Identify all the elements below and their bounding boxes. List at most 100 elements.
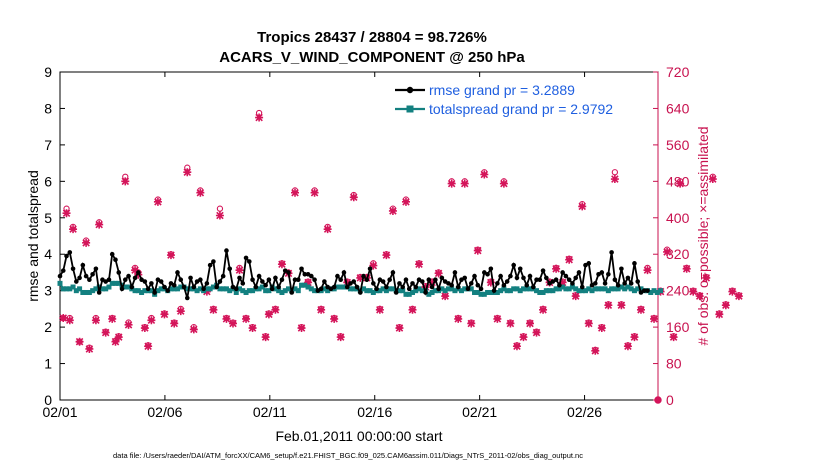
rmse-point (384, 284, 389, 290)
rmse-point (602, 281, 608, 286)
legend-label-spread: totalspread grand pr = 2.9792 (429, 101, 613, 117)
rmse-point (563, 273, 569, 279)
obs-assimilated-marker (454, 314, 463, 323)
y-axis-label-left: rmse and totalspread (25, 170, 41, 302)
y-tick-label-left: 5 (44, 210, 52, 226)
rmse-point (436, 286, 441, 292)
rmse-point (256, 273, 262, 279)
obs-assimilated-marker (415, 260, 424, 269)
rmse-point (367, 266, 373, 272)
rmse-point (70, 266, 76, 272)
rmse-point (312, 277, 317, 283)
rmse-point (113, 257, 118, 262)
rmse-point (142, 279, 148, 284)
rmse-point (599, 270, 605, 275)
spread-point (90, 288, 96, 294)
obs-assimilated-marker (349, 193, 358, 202)
spread-point (295, 288, 301, 294)
spread-point (615, 286, 621, 292)
rmse-point (243, 255, 249, 261)
spread-point (285, 286, 291, 292)
rmse-point (250, 277, 255, 283)
obs-assimilated-marker (708, 175, 717, 184)
rmse-point (214, 284, 219, 290)
spread-point (520, 286, 526, 292)
spread-point (256, 286, 262, 292)
spread-point (168, 286, 174, 292)
rmse-point (537, 277, 543, 283)
obs-possible-marker (611, 169, 619, 176)
obs-assimilated-marker (202, 287, 211, 296)
spread-point (628, 286, 634, 292)
spread-point (553, 286, 559, 292)
spread-point (449, 286, 455, 292)
spread-point (276, 288, 282, 294)
obs-assimilated-marker (196, 188, 205, 197)
rmse-point (247, 259, 252, 264)
rmse-point (292, 277, 298, 283)
y-tick-label-right: 640 (666, 100, 690, 116)
rmse-point (136, 270, 141, 275)
spread-point (341, 284, 347, 290)
spread-point (77, 286, 83, 292)
legend-marker-rmse (406, 86, 414, 94)
rmse-point (508, 273, 513, 279)
spread-point (452, 288, 458, 294)
rmse-point (462, 275, 468, 281)
x-axis-label: Feb.01,2011 00:00:00 start (275, 428, 442, 444)
obs-assimilated-marker (401, 197, 410, 206)
obs-assimilated-marker (395, 324, 404, 333)
rmse-point (289, 290, 295, 295)
rmse-point (475, 282, 481, 288)
rmse-point (158, 279, 164, 284)
obs-assimilated-marker (702, 273, 711, 282)
plot-area (59, 71, 659, 401)
spread-point (70, 284, 76, 290)
rmse-point (122, 277, 128, 283)
spread-point (126, 284, 132, 290)
spread-point (416, 286, 422, 292)
rmse-point (266, 277, 272, 283)
rmse-point (612, 277, 618, 283)
spread-point (400, 288, 406, 294)
spread-point (618, 284, 624, 290)
spread-point (576, 288, 582, 294)
obs-assimilated-marker (271, 305, 280, 314)
rmse-point (491, 288, 497, 293)
y-tick-label-left: 3 (44, 283, 52, 299)
obs-assimilated-marker (189, 325, 198, 334)
obs-assimilated-marker (369, 261, 378, 270)
rmse-point (423, 290, 428, 295)
spread-point (171, 286, 177, 292)
rmse-point (544, 275, 549, 281)
chart-title-line2: ACARS_V_WIND_COMPONENT @ 250 hPa (219, 49, 525, 66)
spread-point (498, 288, 504, 294)
rmse-point (534, 277, 539, 283)
spread-point (462, 286, 468, 292)
spread-point (596, 286, 602, 292)
obs-assimilated-marker (382, 251, 391, 260)
rmse-point (60, 268, 66, 273)
y-tick-label-right: 400 (666, 210, 690, 226)
rmse-point (478, 286, 484, 292)
obs-assimilated-marker (235, 266, 244, 275)
rmse-point (553, 277, 559, 283)
rmse-point (426, 277, 432, 283)
obs-assimilated-marker (153, 197, 162, 206)
spread-point (325, 288, 331, 294)
obs-assimilated-marker (460, 179, 469, 188)
rmse-point (354, 284, 360, 290)
rmse-point (413, 284, 419, 290)
rmse-point (419, 279, 425, 284)
rmse-point (410, 281, 415, 286)
obs-possible-marker (216, 205, 224, 212)
rmse-point (83, 273, 89, 279)
spread-point (445, 286, 451, 292)
legend-marker-spread (406, 105, 414, 113)
rmse-point (77, 275, 82, 281)
obs-assimilated-marker (124, 320, 133, 329)
spread-point (155, 288, 161, 294)
spread-point (631, 288, 637, 294)
obs-assimilated-marker (343, 278, 352, 287)
spread-point (148, 288, 154, 294)
